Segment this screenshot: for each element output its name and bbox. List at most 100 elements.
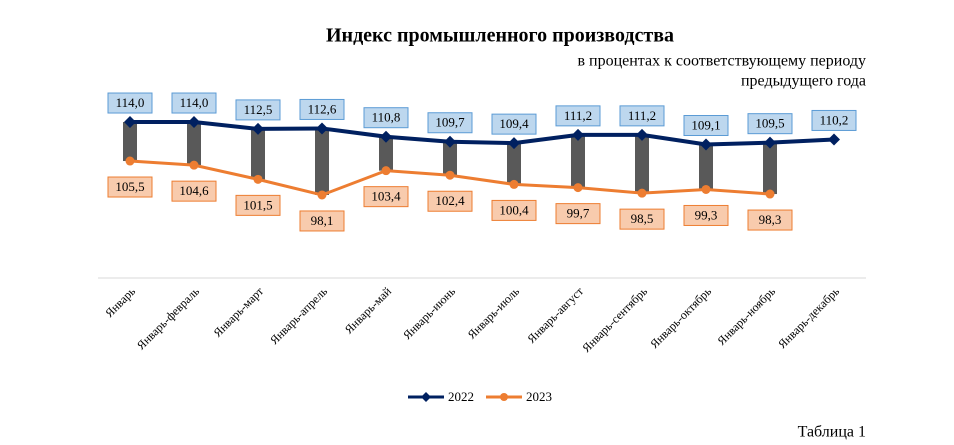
legend-marker [421,392,431,402]
data-label: 112,5 [244,102,273,117]
marker [572,128,584,141]
marker [444,135,456,148]
x-tick-label: Январь-июнь [400,284,458,342]
data-label-box [171,92,217,114]
high-low-bar [315,128,329,195]
x-tick-label: Январь-август [524,284,586,346]
high-low-bar [187,122,201,166]
data-label: 114,0 [116,95,145,110]
marker [764,136,776,149]
marker [701,184,711,194]
data-label-box [619,105,665,127]
chart-subtitle: в процентах к соответствующему периоду [577,53,866,70]
marker [509,179,519,189]
data-label: 109,7 [435,115,465,130]
marker [636,128,648,141]
data-label: 110,8 [372,110,401,125]
data-label-box [427,112,473,134]
data-label-box [427,190,473,212]
data-label: 99,3 [695,207,718,222]
data-label: 104,6 [179,183,209,198]
data-label-box [555,203,601,225]
marker [317,190,327,200]
data-label: 114,0 [180,95,209,110]
data-label-box [171,180,217,202]
marker [637,188,647,198]
marker [124,116,136,129]
marker [252,122,264,135]
data-label: 109,4 [499,116,529,131]
marker [828,133,840,146]
marker [381,166,391,176]
data-label: 98,1 [311,213,334,228]
legend-marker [500,393,508,401]
data-label: 100,4 [499,202,529,217]
data-label-box [747,113,793,135]
x-tick-label: Январь-октябрь [647,284,714,351]
x-tick-label: Январь-сентябрь [579,284,650,355]
data-label: 112,6 [308,101,337,116]
data-label-box [555,105,601,127]
data-label-box [491,199,537,221]
data-label: 111,2 [628,108,656,123]
marker [316,122,328,135]
marker [508,137,520,150]
data-label: 105,5 [115,179,144,194]
legend-label: 2022 [448,389,474,404]
marker [125,156,135,166]
x-tick-label: Январь-март [210,284,266,340]
data-label-box [363,186,409,208]
x-tick-label: Январь-апрель [267,284,330,347]
high-low-bar [507,143,521,185]
x-tick-label: Январь-февраль [134,284,203,353]
high-low-bar [763,142,777,195]
marker [573,183,583,193]
high-low-bar [443,141,457,176]
high-low-bar [699,144,713,190]
data-label-box [683,115,729,137]
x-tick-label: Январь-декабрь [775,284,842,351]
x-tick-label: Январь-ноябрь [714,284,778,348]
data-label-box [683,204,729,226]
data-label: 109,5 [755,116,784,131]
marker [445,170,455,180]
data-label-box [235,99,281,121]
chart-title: Индекс промышленного производства [326,25,674,47]
x-tick-label: Январь-июль [465,284,523,342]
data-label-box [235,194,281,216]
x-tick-label: Январь [102,284,138,320]
marker [765,189,775,199]
data-label: 103,4 [371,189,401,204]
data-label: 109,1 [691,117,720,132]
series-line [130,120,835,147]
high-low-bar [379,136,393,171]
data-label-box [299,98,345,120]
marker [700,138,712,151]
high-low-bar [571,134,585,188]
data-label-box [107,176,153,198]
marker [380,130,392,143]
data-label-box [811,109,857,131]
data-label: 101,5 [243,197,272,212]
data-label: 110,2 [820,112,849,127]
caption: Таблица 1 [798,424,866,441]
chart-subtitle: предыдущего года [741,73,866,90]
data-label: 98,5 [631,211,654,226]
data-label-box [619,208,665,230]
data-label: 98,3 [759,212,782,227]
high-low-bar [251,128,265,180]
marker [188,116,200,129]
high-low-bar [635,134,649,194]
data-label-box [491,113,537,135]
data-label: 99,7 [567,206,590,221]
high-low-bar [123,122,137,162]
data-label-box [107,92,153,114]
data-label-box [363,107,409,129]
data-label-box [299,210,345,232]
data-label-box [747,209,793,231]
x-tick-label: Январь-май [342,284,395,337]
data-label: 102,4 [435,193,465,208]
marker [253,174,263,184]
legend-label: 2023 [526,389,552,404]
